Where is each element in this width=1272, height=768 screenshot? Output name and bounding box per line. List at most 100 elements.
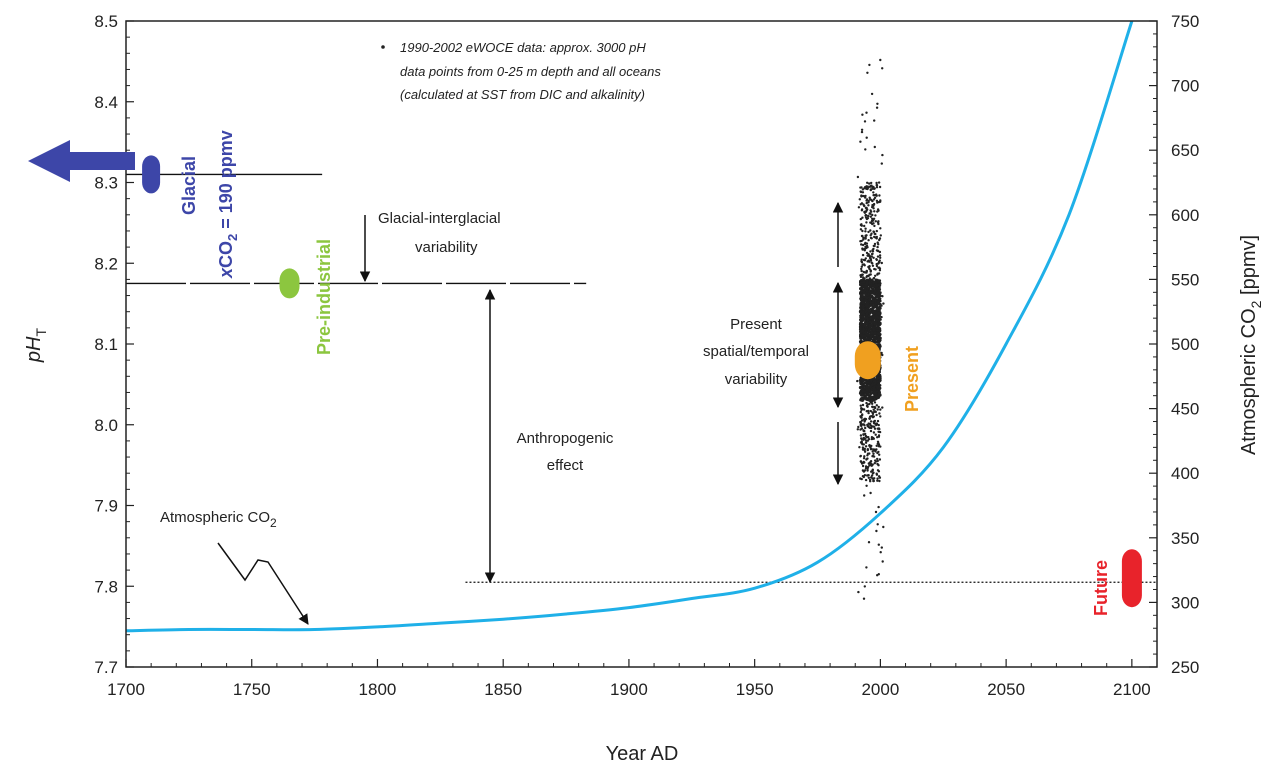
scatter-point bbox=[872, 299, 875, 302]
y-left-tick-label: 8.1 bbox=[94, 335, 118, 354]
scatter-point bbox=[860, 130, 864, 134]
scatter-point bbox=[864, 210, 867, 213]
scatter-point bbox=[860, 438, 864, 441]
y-right-tick-label: 350 bbox=[1171, 529, 1199, 548]
scatter-point bbox=[861, 393, 865, 397]
scatter-point bbox=[871, 391, 874, 395]
scatter-point bbox=[866, 181, 869, 184]
scatter-point bbox=[869, 491, 872, 495]
scatter-point bbox=[865, 221, 868, 224]
scatter-point bbox=[863, 288, 867, 292]
scatter-point bbox=[864, 465, 868, 468]
scatter-point bbox=[875, 472, 878, 475]
scatter-point bbox=[882, 525, 885, 529]
scatter-point bbox=[872, 191, 875, 194]
y-left-tick-label: 8.3 bbox=[94, 174, 118, 193]
scatter-point bbox=[874, 304, 877, 308]
scatter-point bbox=[856, 428, 859, 431]
scatter-point bbox=[868, 452, 871, 455]
scatter-point bbox=[876, 201, 879, 204]
scatter-point bbox=[860, 223, 863, 226]
scatter-point bbox=[878, 329, 882, 333]
scatter-point bbox=[860, 442, 864, 445]
scatter-point bbox=[859, 186, 862, 189]
y-right-axis-ticks: 250 300 350 400 450 500 550 600 650 700 750 bbox=[1149, 12, 1199, 677]
scatter-point bbox=[867, 204, 870, 207]
scatter-point bbox=[878, 376, 881, 380]
scatter-point bbox=[876, 395, 879, 399]
scatter-point bbox=[862, 475, 865, 479]
scatter-point bbox=[874, 268, 877, 271]
scatter-point bbox=[869, 269, 872, 272]
scatter-point bbox=[872, 198, 876, 201]
scatter-point bbox=[867, 411, 870, 415]
scatter-point bbox=[865, 269, 868, 273]
scatter-point bbox=[872, 479, 875, 483]
x-tick-label: 1900 bbox=[610, 680, 648, 699]
scatter-point bbox=[866, 185, 869, 188]
scatter-point bbox=[879, 415, 882, 418]
scatter-point bbox=[868, 277, 871, 280]
y-left-tick-label: 7.7 bbox=[94, 658, 118, 677]
scatter-point bbox=[866, 71, 869, 75]
scatter-point bbox=[875, 258, 878, 262]
future-label: Future bbox=[1091, 560, 1111, 616]
scatter-point bbox=[859, 283, 862, 287]
scatter-point bbox=[867, 239, 870, 242]
x-tick-label: 2100 bbox=[1113, 680, 1151, 699]
scatter-point bbox=[864, 381, 867, 384]
scatter-point bbox=[859, 312, 863, 316]
scatter-point bbox=[864, 216, 868, 219]
glacial-co2-sub: 2 bbox=[225, 234, 240, 241]
scatter-point bbox=[874, 433, 877, 436]
scatter-point bbox=[865, 566, 868, 569]
scatter-point bbox=[874, 335, 877, 339]
scatter-point bbox=[876, 457, 879, 461]
scatter-point bbox=[870, 323, 874, 327]
scatter-point bbox=[873, 285, 877, 288]
scatter-point bbox=[860, 300, 864, 303]
scatter-point bbox=[877, 308, 881, 311]
y-left-tick-label: 8.2 bbox=[94, 254, 118, 273]
scatter-point bbox=[868, 273, 871, 276]
y-left-tick-label: 8.4 bbox=[94, 93, 118, 112]
scatter-point bbox=[863, 494, 866, 497]
co2-curve-label: Atmospheric CO2 bbox=[160, 509, 277, 530]
scatter-point bbox=[864, 230, 867, 233]
scatter-point bbox=[872, 291, 876, 295]
scatter-point bbox=[862, 408, 866, 411]
scatter-point bbox=[866, 208, 869, 211]
scatter-point bbox=[870, 237, 873, 240]
scatter-point bbox=[871, 396, 875, 399]
scatter-point bbox=[870, 387, 874, 391]
scatter-point bbox=[876, 102, 879, 106]
scatter-point bbox=[873, 427, 877, 430]
scatter-point bbox=[864, 234, 867, 237]
scatter-point bbox=[873, 145, 876, 149]
scatter-point bbox=[874, 313, 878, 317]
scatter-point bbox=[860, 128, 864, 131]
scatter-point bbox=[867, 309, 870, 312]
scatter-point bbox=[881, 560, 884, 563]
present-label: Present bbox=[902, 346, 922, 412]
scatter-point bbox=[870, 184, 873, 187]
scatter-point bbox=[865, 304, 868, 308]
scatter-point bbox=[875, 199, 879, 202]
x-axis-ticks: 1700 1750 1800 1850 1900 1950 2000 2050 2100 bbox=[107, 659, 1151, 699]
x-tick-label: 2050 bbox=[987, 680, 1025, 699]
scatter-point bbox=[862, 443, 865, 446]
scatter-point bbox=[874, 299, 878, 302]
scatter-point bbox=[866, 301, 870, 305]
scatter-point bbox=[865, 201, 868, 205]
scatter-point bbox=[864, 426, 867, 430]
glacial-interglacial-label-2: variability bbox=[415, 239, 478, 256]
data-note-line-3: (calculated at SST from DIC and alkalini… bbox=[400, 87, 645, 102]
y-right-tick-label: 300 bbox=[1171, 593, 1199, 612]
scatter-point bbox=[860, 234, 864, 238]
scatter-point bbox=[873, 325, 877, 329]
scatter-point bbox=[877, 450, 880, 454]
scatter-point bbox=[859, 140, 862, 143]
scatter-point bbox=[865, 410, 868, 413]
y-right-tick-label: 700 bbox=[1171, 77, 1199, 96]
scatter-point bbox=[862, 429, 865, 433]
